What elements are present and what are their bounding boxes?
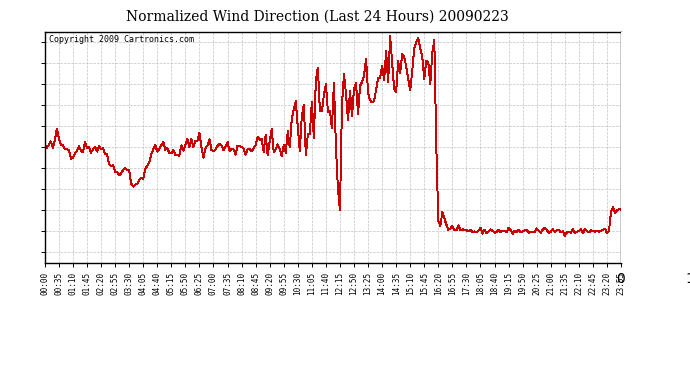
Text: Copyright 2009 Cartronics.com: Copyright 2009 Cartronics.com [50, 35, 195, 44]
Text: Normalized Wind Direction (Last 24 Hours) 20090223: Normalized Wind Direction (Last 24 Hours… [126, 9, 509, 23]
